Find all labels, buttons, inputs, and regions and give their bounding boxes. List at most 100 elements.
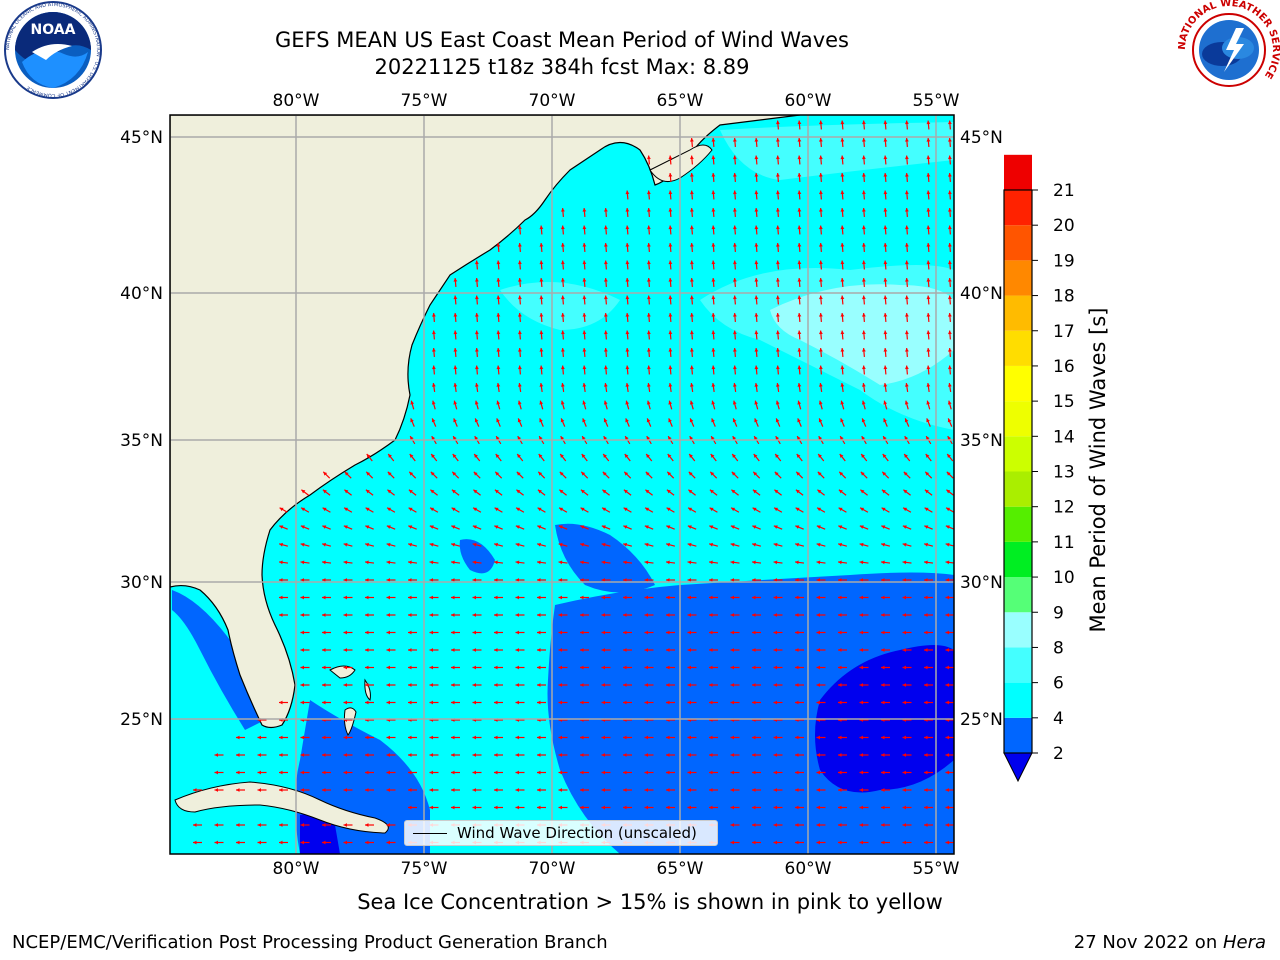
wave-arrow xyxy=(386,735,396,740)
wave-arrow xyxy=(859,648,869,652)
wave-arrow xyxy=(343,630,353,635)
wave-arrow xyxy=(322,507,331,513)
wave-arrow xyxy=(453,312,458,323)
wave-arrow xyxy=(602,453,610,462)
lon-label-bottom-1: 75°W xyxy=(401,859,448,879)
wave-arrow xyxy=(408,525,417,530)
wave-arrow xyxy=(472,613,482,617)
wave-arrow xyxy=(690,330,694,340)
wave-arrow xyxy=(539,225,544,235)
wave-arrow xyxy=(386,560,396,565)
wave-arrow xyxy=(451,595,460,600)
wave-arrow xyxy=(668,382,673,393)
wave-arrow xyxy=(926,295,931,305)
wave-arrow xyxy=(838,525,847,530)
wave-arrow xyxy=(537,489,546,496)
wave-arrow xyxy=(924,700,933,705)
wave-arrow xyxy=(881,665,890,670)
wave-arrow xyxy=(300,665,310,670)
wave-arrow xyxy=(604,330,608,340)
wave-arrow xyxy=(840,225,845,235)
wave-arrow xyxy=(709,700,718,705)
lat-label-left-0: 45°N xyxy=(120,128,163,148)
wave-arrow xyxy=(776,242,780,253)
lat-label-right-3: 30°N xyxy=(960,573,1003,593)
wave-arrow xyxy=(365,788,374,792)
wave-arrow xyxy=(689,418,695,427)
wave-arrow xyxy=(539,277,544,288)
wave-arrow xyxy=(321,542,332,547)
wave-arrow xyxy=(474,418,480,427)
wave-arrow xyxy=(902,613,912,617)
wave-arrow xyxy=(754,365,759,375)
wave-arrow xyxy=(838,507,847,513)
colorbar-segment-12 xyxy=(1004,295,1032,331)
wave-arrow xyxy=(776,155,780,165)
wave-arrow xyxy=(690,225,694,235)
wave-arrow xyxy=(668,225,673,235)
wave-arrow xyxy=(408,578,417,582)
wave-arrow xyxy=(322,683,331,687)
wave-arrow xyxy=(537,770,546,775)
wave-arrow xyxy=(625,418,630,427)
wave-arrow xyxy=(494,471,503,479)
wave-arrow xyxy=(472,630,482,635)
wave-arrow xyxy=(430,489,438,496)
wave-arrow xyxy=(711,418,716,427)
wave-arrow xyxy=(859,700,869,705)
wave-arrow xyxy=(859,560,869,565)
wave-arrow xyxy=(838,595,847,600)
wave-arrow xyxy=(518,295,522,305)
colorbar-segment-8 xyxy=(1004,436,1032,472)
wave-arrow xyxy=(819,242,823,253)
wave-arrow xyxy=(816,770,826,775)
wave-arrow xyxy=(300,542,310,547)
wave-arrow xyxy=(496,400,501,410)
wave-arrow xyxy=(625,295,630,305)
wave-arrow xyxy=(883,120,888,130)
period-zone-8-9 xyxy=(770,284,954,385)
wave-arrow xyxy=(453,295,458,305)
wave-arrow xyxy=(343,578,353,582)
wave-arrow xyxy=(537,735,546,740)
wave-arrow xyxy=(601,700,611,705)
wave-arrow xyxy=(689,400,694,410)
wave-arrow xyxy=(604,260,608,270)
wave-arrow xyxy=(859,770,869,775)
map-tick-labels: 80°W 80°W 75°W 75°W 70°W 70°W 65°W 65°W 60°W 60°W… xyxy=(120,91,1003,879)
wave-arrow xyxy=(561,277,565,288)
wave-arrow xyxy=(859,630,869,635)
wave-arrow xyxy=(730,578,740,582)
wave-arrow xyxy=(386,700,396,705)
wave-arrow xyxy=(558,735,568,740)
colorbar-segment-9 xyxy=(1004,401,1032,437)
wave-arrow xyxy=(926,242,931,253)
wave-arrow xyxy=(625,365,630,375)
wave-arrow xyxy=(472,542,482,547)
wave-arrow xyxy=(859,507,869,513)
wave-arrow xyxy=(902,823,912,827)
wave-arrow xyxy=(666,753,675,757)
wave-arrow xyxy=(795,507,804,513)
wave-arrow xyxy=(819,277,823,288)
lon-label-top-0: 80°W xyxy=(273,91,320,111)
wave-arrow xyxy=(754,190,759,200)
wave-arrow xyxy=(861,400,866,410)
wave-arrow xyxy=(494,630,503,635)
wave-arrow xyxy=(862,312,866,323)
wave-arrow xyxy=(301,489,309,496)
wave-arrow xyxy=(515,595,525,600)
wave-arrow xyxy=(776,172,780,183)
wave-arrow xyxy=(603,382,608,393)
wave-arrow xyxy=(776,120,780,130)
wave-arrow xyxy=(924,471,933,479)
wave-arrow xyxy=(451,507,460,513)
wave-arrow xyxy=(666,507,675,513)
wave-arrow xyxy=(344,489,352,496)
wave-arrow xyxy=(322,613,331,617)
wave-arrow xyxy=(711,295,716,305)
wave-arrow xyxy=(731,453,739,462)
footer-credit: NCEP/EMC/Verification Post Processing Pr… xyxy=(12,932,608,953)
wave-arrow xyxy=(838,840,847,845)
wave-arrow xyxy=(496,277,501,288)
